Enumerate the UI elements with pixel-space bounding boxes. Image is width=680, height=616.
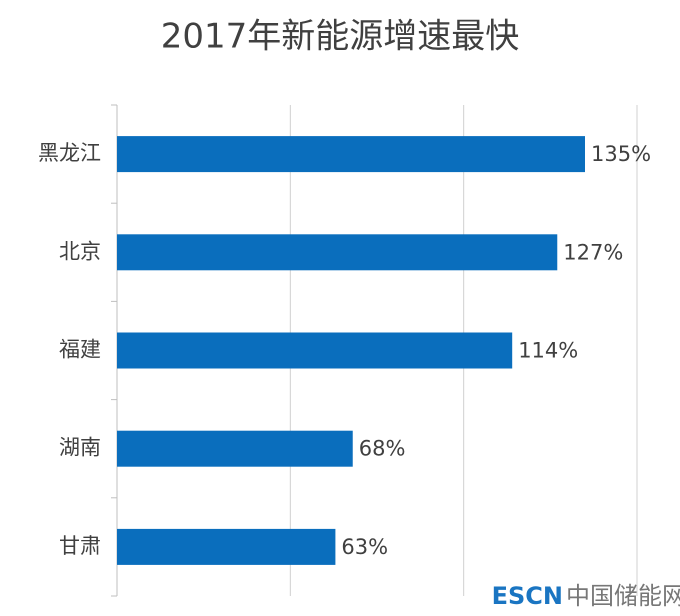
y-tick-label: 甘肃 bbox=[59, 534, 101, 558]
watermark-brand: ESCN bbox=[492, 582, 563, 610]
value-label: 68% bbox=[359, 437, 406, 461]
bar bbox=[117, 430, 353, 467]
value-label: 114% bbox=[518, 339, 578, 363]
watermark-site: 中国储能网 bbox=[566, 582, 680, 610]
value-label: 135% bbox=[591, 142, 651, 166]
chart-title: 2017年新能源增速最快 bbox=[161, 17, 520, 57]
bar bbox=[117, 234, 558, 271]
bar bbox=[117, 136, 585, 173]
y-tick-label: 湖南 bbox=[59, 436, 101, 460]
bar bbox=[117, 528, 336, 565]
y-tick-label: 黑龙江 bbox=[38, 141, 101, 165]
value-label: 127% bbox=[563, 240, 623, 264]
bar bbox=[117, 332, 513, 369]
y-tick-label: 福建 bbox=[59, 338, 101, 362]
value-label: 63% bbox=[341, 535, 388, 559]
y-tick-label: 北京 bbox=[59, 239, 101, 263]
